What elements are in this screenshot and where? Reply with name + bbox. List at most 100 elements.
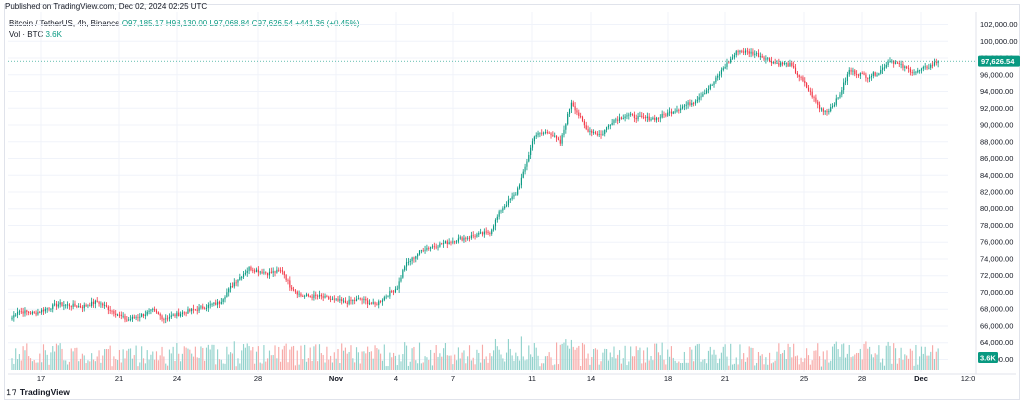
candle-body — [533, 136, 535, 142]
candle-body — [202, 306, 204, 309]
candle-body — [259, 271, 261, 273]
volume-bar — [463, 350, 465, 370]
volume-label[interactable]: Vol · BTC — [9, 30, 44, 39]
volume-bar — [733, 363, 735, 370]
volume-bar — [389, 352, 391, 370]
candle-body — [672, 111, 674, 114]
candle-body — [880, 69, 882, 74]
candle-body — [515, 194, 517, 196]
volume-bar — [843, 343, 845, 370]
candle-body — [455, 241, 458, 243]
volume-bar — [631, 356, 634, 370]
candle-body — [689, 102, 691, 105]
candle-body — [631, 113, 634, 115]
candle-body — [776, 63, 778, 64]
candle-body — [561, 134, 563, 144]
volume-bar — [267, 358, 269, 370]
candle-body — [357, 298, 359, 300]
candle-body — [804, 80, 806, 84]
candle-body — [26, 310, 28, 312]
candle-body — [472, 235, 474, 237]
volume-bar — [278, 346, 280, 370]
volume-bar — [720, 352, 723, 370]
candle-body — [496, 216, 498, 220]
volume-bar — [474, 364, 476, 370]
volume-bar — [570, 339, 572, 370]
volume-bar — [568, 348, 571, 370]
candle-body — [578, 112, 580, 117]
volume-bar — [518, 360, 521, 370]
volume-bar — [593, 349, 595, 370]
volume-bar — [802, 361, 804, 370]
volume-bar — [502, 358, 504, 370]
volume-bar — [578, 345, 580, 370]
candle-body — [383, 297, 385, 301]
candle-body — [620, 117, 622, 119]
candle-body — [120, 314, 122, 317]
candle-body — [554, 135, 556, 137]
y-tick-label: 102,000.00 — [980, 20, 1018, 29]
volume-bar — [520, 336, 522, 370]
volume-bar — [76, 347, 78, 370]
volume-bar — [200, 346, 202, 370]
candle-body — [15, 314, 17, 316]
candle-body — [417, 254, 419, 257]
candle-body — [678, 109, 680, 111]
volume-bar — [846, 353, 848, 370]
candle-body — [402, 270, 404, 278]
candle-body — [494, 219, 497, 227]
candle-body — [524, 166, 526, 172]
volume-bar — [302, 359, 304, 370]
candle-body — [320, 294, 322, 297]
volume-bar — [333, 352, 335, 370]
volume-bar — [767, 364, 769, 370]
volume-bar — [554, 364, 556, 370]
volume-bar — [222, 363, 224, 370]
candle-body — [124, 315, 126, 320]
candle-body — [333, 298, 335, 300]
volume-bar — [674, 360, 676, 370]
candle-body — [439, 243, 441, 247]
candle-body — [557, 138, 560, 140]
volume-bar — [402, 354, 404, 370]
x-tick-label: 18 — [664, 374, 672, 383]
candle-body — [42, 309, 45, 312]
symbol-label[interactable]: Bitcoin / TetherUS, 4h, Binance — [9, 19, 120, 28]
volume-bar — [898, 358, 900, 370]
candle-body — [580, 116, 582, 117]
candle-body — [150, 309, 152, 311]
footer-brand[interactable]: 𝟷𝟽 TradingView — [6, 387, 70, 398]
volume-bar — [522, 356, 524, 370]
candle-body — [887, 61, 889, 65]
volume-bar — [348, 351, 350, 370]
candle-body — [211, 304, 213, 305]
volume-bar — [129, 348, 132, 370]
candle-body — [481, 232, 484, 235]
candle-body — [196, 309, 198, 311]
volume-bar — [780, 353, 782, 370]
candle-body — [674, 111, 676, 113]
x-tick-label: 21 — [115, 374, 123, 383]
volume-bar — [280, 361, 282, 370]
volume-bar — [54, 351, 56, 370]
volume-bar — [781, 352, 784, 370]
candle-body — [29, 312, 32, 314]
candle-body — [896, 62, 898, 64]
volume-bar — [450, 355, 452, 370]
candle-body — [748, 51, 750, 54]
volume-bar — [411, 348, 413, 370]
volume-bar — [385, 366, 387, 370]
volume-bar — [298, 364, 300, 370]
volume-bar — [850, 357, 852, 370]
volume-bar — [719, 358, 721, 370]
candle-body — [424, 249, 426, 251]
volume-bar — [174, 361, 176, 370]
candle-body — [107, 306, 109, 311]
candle-body — [744, 50, 747, 53]
volume-bar — [455, 360, 458, 370]
candle-body — [902, 64, 904, 68]
candle-body — [172, 314, 174, 316]
volume-bar — [255, 351, 258, 370]
volume-bar — [731, 364, 734, 370]
